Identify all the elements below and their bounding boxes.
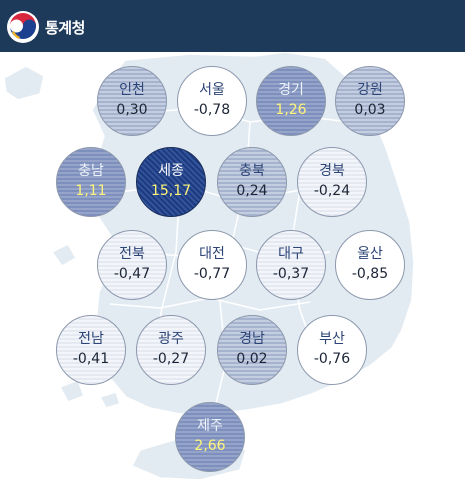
region-bubble-gyeonggi[interactable]: 경기 1,26 (256, 66, 326, 136)
region-bubble-gwangju[interactable]: 광주 -0,27 (136, 315, 206, 385)
region-bubble-daejeon[interactable]: 대전 -0,77 (177, 230, 247, 300)
region-name: 대구 (278, 246, 304, 262)
region-bubble-jeju[interactable]: 제주 2,66 (175, 402, 245, 472)
region-name: 전남 (78, 331, 104, 347)
region-name: 전북 (119, 246, 145, 262)
region-name: 경북 (319, 163, 345, 179)
region-bubble-jeonnam[interactable]: 전남 -0,41 (56, 315, 126, 385)
region-bubble-gangwon[interactable]: 강원 0,03 (335, 66, 405, 136)
region-name: 세종 (158, 163, 184, 179)
region-value: 0,30 (116, 102, 148, 118)
taegeuk-logo-icon[interactable] (6, 10, 40, 44)
region-value: -0,47 (113, 266, 151, 282)
region-value: -0,85 (351, 266, 389, 282)
region-value: -0,77 (193, 266, 231, 282)
region-value: 0,03 (354, 102, 386, 118)
region-name: 충남 (78, 163, 104, 179)
region-bubble-gyeongnam[interactable]: 경남 0,02 (217, 315, 287, 385)
region-bubble-chungbuk[interactable]: 충북 0,24 (217, 147, 287, 217)
region-name: 대전 (199, 246, 225, 262)
region-name: 경기 (278, 82, 304, 98)
region-value: -0,37 (272, 266, 310, 282)
region-name: 강원 (357, 82, 383, 98)
region-value: -0,76 (313, 351, 351, 367)
region-bubble-chungnam[interactable]: 충남 1,11 (56, 147, 126, 217)
region-bubble-jeonbuk[interactable]: 전북 -0,47 (97, 230, 167, 300)
region-value: 15,17 (150, 183, 192, 199)
region-bubble-seoul[interactable]: 서울 -0,78 (177, 66, 247, 136)
region-value: 0,24 (236, 183, 268, 199)
region-name: 제주 (197, 418, 223, 434)
region-bubble-gyeongbuk[interactable]: 경북 -0,24 (297, 147, 367, 217)
region-name: 서울 (199, 82, 225, 98)
region-name: 인천 (119, 82, 145, 98)
region-value: -0,27 (152, 351, 190, 367)
region-name: 부산 (319, 331, 345, 347)
region-value: -0,41 (72, 351, 110, 367)
region-bubble-daegu[interactable]: 대구 -0,37 (256, 230, 326, 300)
region-value: 0,02 (236, 351, 268, 367)
region-value: 1,26 (275, 102, 307, 118)
region-bubble-incheon[interactable]: 인천 0,30 (97, 66, 167, 136)
region-bubble-ulsan[interactable]: 울산 -0,85 (335, 230, 405, 300)
region-name: 울산 (357, 246, 383, 262)
region-value: -0,78 (193, 102, 231, 118)
region-bubble-sejong[interactable]: 세종 15,17 (136, 147, 206, 217)
header-bar: 통계청 (0, 0, 465, 52)
region-value: 2,66 (194, 438, 226, 454)
region-bubble-busan[interactable]: 부산 -0,76 (297, 315, 367, 385)
region-value: -0,24 (313, 183, 351, 199)
region-name: 광주 (158, 331, 184, 347)
brand-name[interactable]: 통계청 (45, 19, 85, 37)
region-name: 충북 (239, 163, 265, 179)
region-name: 경남 (239, 331, 265, 347)
region-value: 1,11 (75, 183, 107, 199)
